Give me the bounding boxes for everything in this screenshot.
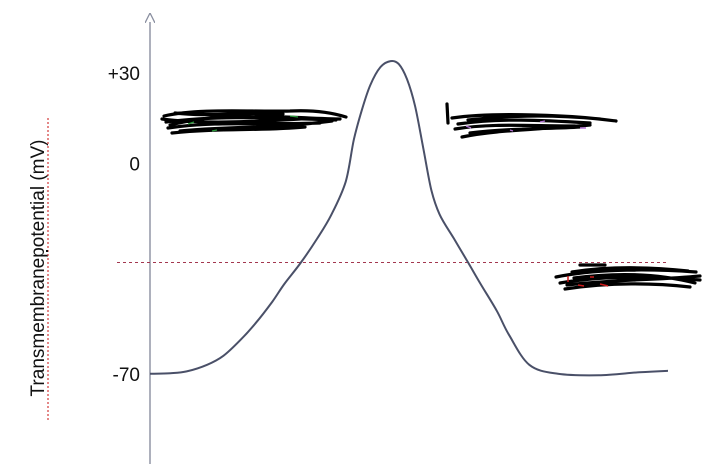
y-tick-labels: +30 0 -70 [108, 64, 140, 386]
scribble-right [445, 102, 618, 139]
y-tick-label: +30 [108, 64, 140, 85]
scribble-left [160, 109, 348, 135]
y-tick-label: -70 [113, 365, 140, 386]
y-axis-label: Transmembranepotential (mV) [28, 140, 49, 397]
scribble-lower-right [554, 263, 702, 291]
action-potential-curve [149, 59, 669, 377]
y-axis-label-group: Transmembranepotential (mV) [28, 116, 49, 420]
y-axis-label-mark [46, 250, 48, 252]
y-tick-label: 0 [129, 154, 140, 175]
